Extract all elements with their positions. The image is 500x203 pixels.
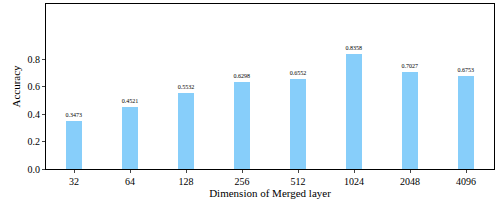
- svg-text:64: 64: [125, 176, 135, 187]
- svg-text:1024: 1024: [344, 176, 364, 187]
- svg-text:0.0: 0.0: [28, 164, 41, 175]
- svg-text:Dimension of Merged layer: Dimension of Merged layer: [209, 187, 331, 199]
- svg-text:0.4: 0.4: [28, 109, 41, 120]
- svg-text:0.6753: 0.6753: [458, 67, 475, 73]
- svg-text:4096: 4096: [456, 176, 476, 187]
- svg-text:2048: 2048: [400, 176, 420, 187]
- svg-text:32: 32: [69, 176, 79, 187]
- svg-text:128: 128: [179, 176, 194, 187]
- svg-text:0.4521: 0.4521: [122, 98, 139, 104]
- svg-text:0.5532: 0.5532: [178, 84, 195, 90]
- svg-text:0.3473: 0.3473: [66, 112, 83, 118]
- svg-text:0.8358: 0.8358: [346, 45, 363, 51]
- svg-text:Accuracy: Accuracy: [10, 65, 22, 108]
- svg-text:0.8: 0.8: [28, 54, 41, 65]
- svg-text:0.6: 0.6: [28, 81, 41, 92]
- svg-text:0.6298: 0.6298: [234, 73, 251, 79]
- svg-text:256: 256: [235, 176, 250, 187]
- svg-text:0.6552: 0.6552: [290, 70, 307, 76]
- svg-text:0.2: 0.2: [28, 136, 41, 147]
- svg-text:0.7027: 0.7027: [402, 63, 419, 69]
- svg-text:512: 512: [291, 176, 306, 187]
